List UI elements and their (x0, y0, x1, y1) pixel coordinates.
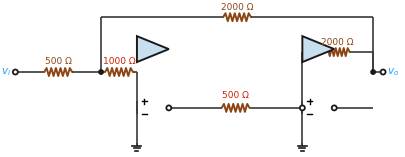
Text: 2000 Ω: 2000 Ω (221, 3, 254, 12)
Circle shape (300, 105, 305, 110)
Text: 2000 Ω: 2000 Ω (322, 38, 354, 47)
Text: 1000 Ω: 1000 Ω (103, 57, 135, 66)
Circle shape (371, 70, 375, 74)
Text: $v_o$: $v_o$ (387, 66, 399, 78)
Circle shape (13, 70, 18, 75)
Circle shape (166, 105, 171, 110)
Circle shape (381, 70, 386, 75)
Text: 500 Ω: 500 Ω (45, 57, 72, 66)
Polygon shape (137, 36, 169, 62)
Circle shape (99, 70, 103, 74)
Text: 500 Ω: 500 Ω (222, 91, 249, 100)
Circle shape (332, 105, 337, 110)
Polygon shape (303, 36, 334, 62)
Text: $v_i$: $v_i$ (1, 66, 11, 78)
